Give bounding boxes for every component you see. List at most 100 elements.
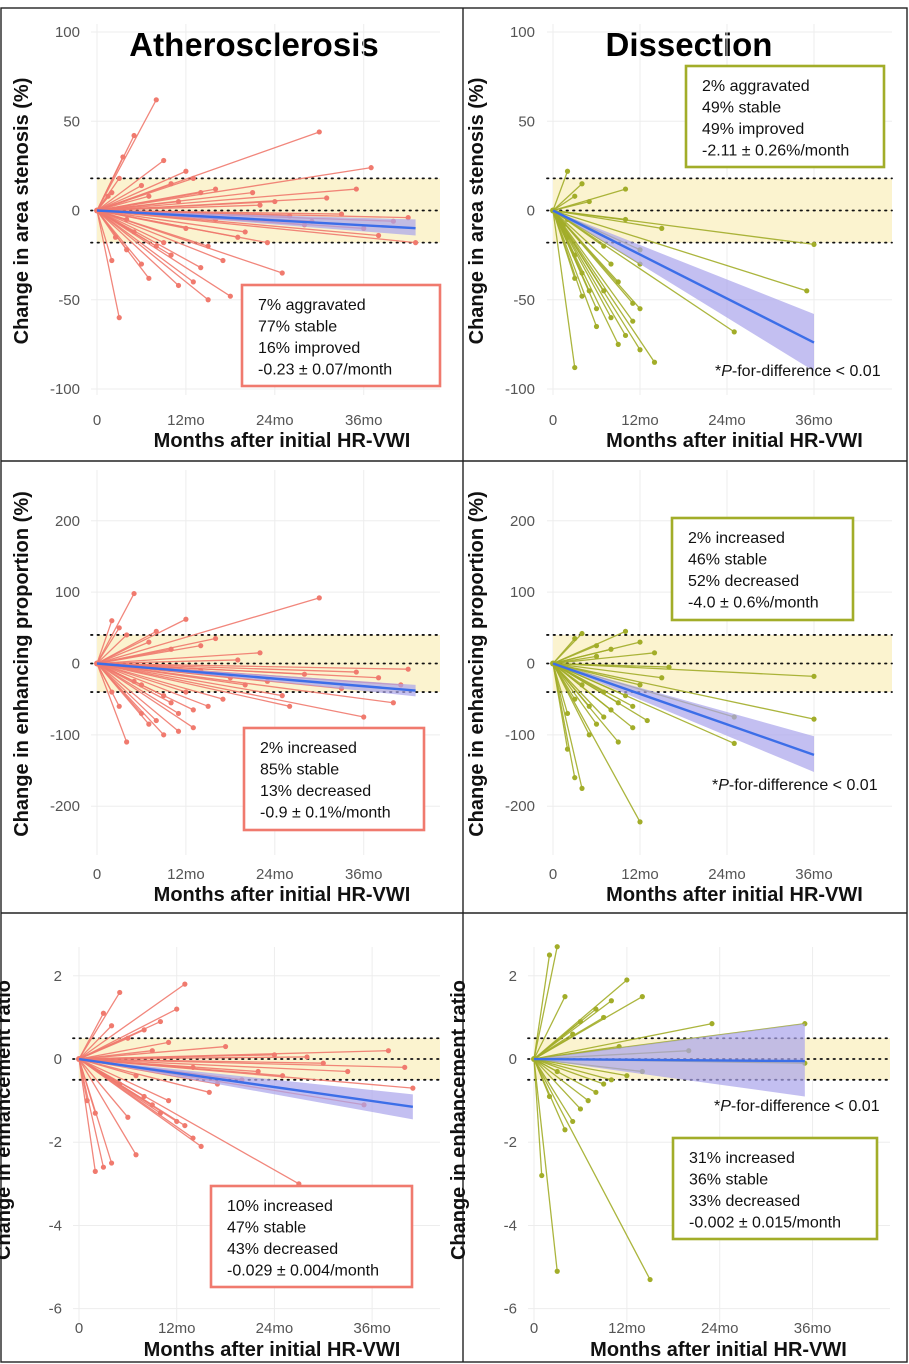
trajectory-point [586,198,592,205]
trajectory-line [552,662,670,668]
trajectory-line [96,637,216,665]
trajectory-point [131,229,137,235]
trajectory-point [579,785,585,791]
trajectory-point [564,234,571,240]
figure-border [0,7,908,1363]
trajectory-point [615,279,621,285]
annotation-line: 49% improved [702,121,804,138]
trajectory-point [183,168,189,174]
trajectory-point [190,1135,196,1141]
trajectory-point [175,282,182,289]
p-for-difference-label: *P-for-difference < 0.01 [715,363,881,380]
trajectory-line [552,662,815,677]
trajectory-point [586,703,592,709]
trajectory-line [552,210,598,327]
trajectory-point [242,682,248,688]
trajectory-point [345,1068,351,1075]
trajectory-line [552,209,662,229]
trajectory-line [552,663,569,750]
trajectory-point [287,703,293,709]
trajectory-point [138,710,145,717]
y-tick-label: 0 [509,1051,517,1068]
trajectory-point [375,675,382,681]
trajectory-point [385,1048,392,1054]
x-tick-label: 24mo [256,1320,294,1337]
trajectory-point [586,732,592,738]
trajectory-point [120,154,126,160]
trajectory-line [96,170,187,212]
trajectory-line [552,663,583,789]
trajectory-point [622,332,629,339]
trajectory-point [577,1106,584,1112]
trajectory-point [153,243,159,249]
trajectory-point [554,944,560,950]
annotation-line: 31% increased [689,1150,795,1167]
trajectory-line [96,197,327,212]
trajectory-line [96,659,238,665]
annotation-line: 77% stable [258,319,337,336]
trajectory-line [552,655,597,665]
trajectory-point [190,279,196,285]
trajectory-point [316,595,322,601]
trajectory-line [552,210,656,363]
trajectory-point [572,193,578,199]
trajectory-point [579,630,585,637]
trajectory-line [533,946,558,1060]
trajectory-point [637,682,643,688]
trajectory-line [533,1016,604,1060]
x-tick-label: 12mo [158,1320,196,1337]
trajectory-line [78,1058,169,1102]
trajectory-point [138,682,145,688]
trajectory-point [554,1268,560,1274]
y-tick-label: 100 [510,24,535,41]
trajectory-point [624,1073,630,1079]
trajectory-point [601,288,607,294]
x-tick-label: 12mo [167,866,205,883]
trajectory-point [183,225,189,231]
trajectory-line [96,652,261,665]
annotation-line: 43% decreased [227,1241,338,1258]
trajectory-line [96,209,164,244]
trajectory-line [78,1058,129,1118]
trajectory-point [572,696,578,702]
trajectory-point [161,693,167,699]
trajectory-point [390,700,396,706]
y-tick-label: 200 [55,513,80,530]
trajectory-point [182,981,188,987]
trajectory-point [249,190,256,196]
trajectory-point [271,1052,278,1058]
trajectory-point [141,1093,147,1100]
annotation-line: 2% increased [688,530,785,547]
x-tick-label: 36mo [795,866,833,883]
trajectory-point [183,689,189,695]
trajectory-point [205,243,211,249]
trajectory-line [96,662,283,697]
trajectory-line [552,663,598,725]
confidence-band [553,210,814,372]
trajectory-point [220,257,226,264]
x-axis-label: Months after initial HR-VWI [154,430,411,452]
p-for-difference-label: *P-for-difference < 0.01 [712,777,878,794]
trajectory-line [96,597,320,665]
trajectory-line [96,209,209,301]
panel-dissection-enhancement-ratio: -6 -4 -2 0 2 0 12mo 24mo 36mo Months after initia… [448,944,891,1361]
trajectory-point [212,186,219,192]
trajectory-line [96,662,194,729]
trajectory-point [227,293,233,299]
trajectory-point [205,703,211,709]
trajectory-point [615,700,621,706]
trajectory-line [96,210,113,261]
trajectory-point [264,240,271,246]
trajectory-point [353,669,359,675]
trajectory-line [96,662,357,673]
trajectory-point [554,1068,560,1075]
x-tick-label: 12mo [167,412,205,429]
trajectory-point [235,657,241,663]
trajectory-point [125,1114,131,1120]
trajectory-point [109,257,115,264]
trajectory-line [552,662,634,729]
trajectory-point [153,717,159,724]
trajectory-line [552,652,655,665]
y-tick-label: -200 [505,798,535,815]
